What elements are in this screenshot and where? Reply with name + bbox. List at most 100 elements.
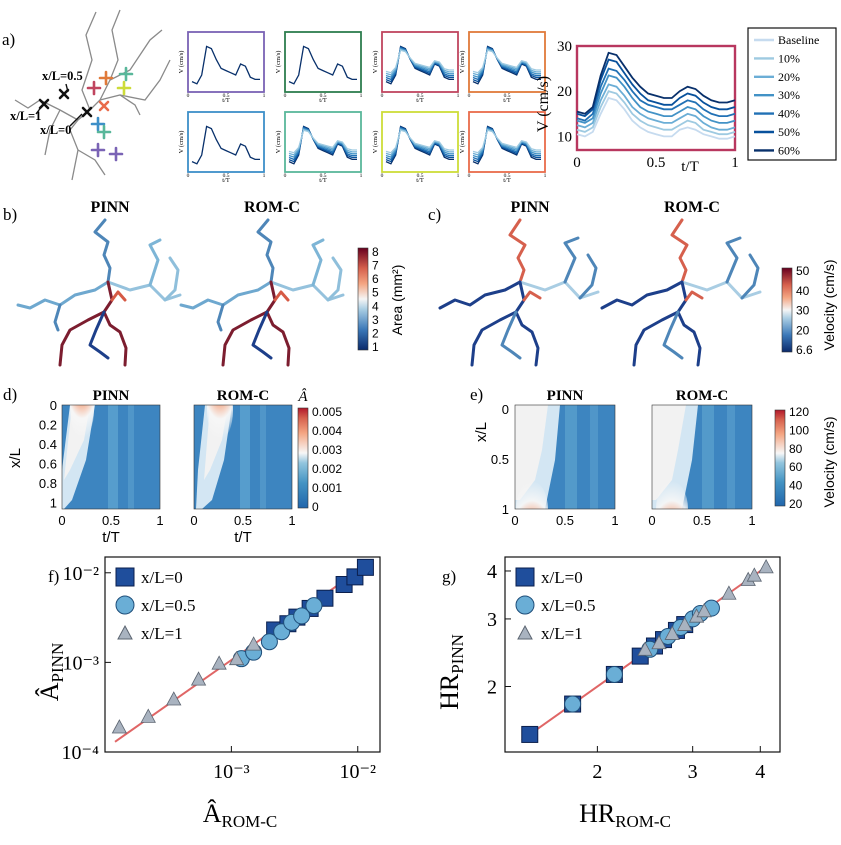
scatter-f-xtick-label: 10⁻² [339, 761, 376, 783]
colorbar-tick-label: 0.005 [312, 405, 342, 419]
scatter-point-triangle [228, 650, 245, 666]
scatter-f-ytick-label: 10⁻³ [62, 652, 99, 674]
heatmap-xtick-label: 0.5 [693, 513, 711, 528]
panel-c-title-pinn: PINN [510, 199, 550, 216]
legend-marker-triangle [117, 624, 133, 640]
scatter-g-ytick-label: 4 [487, 561, 497, 583]
colorbar-tick-label: 3 [372, 313, 379, 327]
panel-e-title-pinn: PINN [547, 388, 584, 404]
heatmap-xtick-label: 0.5 [556, 513, 574, 528]
zoom-series-line [576, 96, 736, 140]
legend-label: 20% [778, 70, 800, 84]
scatter-f: x/L=0 x/L=0.5 x/L=1 10⁻³ 10⁻² 10⁻² 10⁻³ 10⁻⁴ [61, 556, 381, 783]
zoom-series-line [576, 67, 736, 122]
heatmap-xlabel: t/T [102, 529, 120, 546]
colorbar-tick-label: 6 [372, 272, 379, 286]
scatter-point-circle [260, 633, 278, 651]
colorbar-velocity-heat-label: Velocity (cm/s) [821, 416, 837, 507]
legend-marker-triangle [517, 624, 533, 640]
heatmap-ytick-label: 1 [502, 502, 509, 517]
colorbar-tick-label: 40 [789, 479, 803, 493]
scatter-point-circle [293, 607, 311, 625]
mini-xlabel: t/T [319, 177, 327, 184]
scatter-g-xtick-label: 2 [592, 761, 602, 783]
vessel-tree-mini [14, 9, 171, 181]
colorbar-area-label: Area (mm²) [389, 265, 405, 336]
colorbar-tick-label: 5 [372, 286, 379, 300]
scatter-g-ylabel: HRPINN [435, 634, 467, 710]
mini-plot-frame [284, 111, 362, 173]
panel-label-g: g) [442, 567, 456, 586]
location-label-0: x/L=0 [40, 123, 71, 137]
panel-b-title-romc: ROM-C [244, 199, 300, 216]
colorbar-tick-label: 30 [796, 304, 810, 318]
mini-xtick-label: 0 [381, 173, 384, 179]
scatter-point-triangle [664, 625, 680, 640]
mini-series-line [288, 45, 357, 85]
legend-label: x/L=0 [141, 568, 183, 587]
location-label-0.5: x/L=0.5 [42, 69, 83, 83]
scatter-point-triangle [651, 634, 667, 650]
heatmap-xtick-label: 0.5 [102, 513, 120, 528]
legend-label: 30% [778, 88, 800, 102]
mini-xtick-label: 1 [360, 173, 363, 179]
panel-label-e: e) [470, 385, 483, 404]
colorbar-velocity-heat [774, 409, 786, 507]
panel-label-c: c) [428, 205, 441, 224]
scatter-point-triangle [140, 708, 156, 723]
mini-ylabel: V (cm/s) [275, 131, 282, 154]
mini-xtick-label: 1 [544, 173, 547, 179]
scatter-point-circle [564, 695, 582, 713]
scatter-point-triangle [721, 585, 737, 600]
heatmap-ylabel: x/L [473, 422, 490, 442]
heatmap-xtick-label: 1 [288, 513, 295, 528]
colorbar-tick-label: 0.003 [312, 443, 342, 457]
scatter-f-ytick-label: 10⁻² [62, 563, 99, 585]
colorbar-tick-label: 20 [789, 497, 803, 511]
panel-label-d: d) [3, 385, 17, 404]
legend-label: x/L=1 [141, 624, 183, 643]
panel-e-title-romc: ROM-C [676, 388, 729, 404]
colorbar-tick-label: 40 [796, 284, 810, 298]
mini-plot-frame [187, 111, 265, 173]
mini-ylabel: V (cm/s) [178, 131, 185, 154]
zoom-plot-frame [575, 44, 737, 152]
mini-series-line [191, 125, 260, 165]
legend-marker-circle [515, 595, 535, 615]
scatter-point-circle [605, 665, 623, 683]
zoom-ylabel: V (cm/s) [535, 76, 552, 132]
mini-plot-frame [381, 111, 459, 173]
legend-label: 50% [778, 125, 800, 139]
mini-xtick-label: 0 [468, 173, 471, 179]
velocity-map-romc [600, 218, 762, 367]
legend-label: 60% [778, 143, 800, 157]
colorbar-tick-label: 100 [789, 423, 809, 437]
panel-d-title-pinn: PINN [93, 388, 130, 404]
mini-xlabel: t/T [503, 177, 511, 184]
mini-ylabel: V (cm/s) [372, 51, 379, 74]
colorbar-velocity-map-label: Velocity (cm/s) [821, 259, 837, 350]
scatter-point-triangle [190, 671, 207, 686]
legend-label: Baseline [778, 33, 819, 47]
colorbar-tick-label: 120 [789, 405, 809, 419]
panel-c-title-romc: ROM-C [664, 199, 720, 216]
scatter-point-triangle [637, 641, 653, 656]
colorbar-tick-label: 20 [796, 323, 810, 337]
scatter-g-xtick-label: 4 [755, 761, 765, 783]
scatter-g-ytick-label: 2 [487, 676, 497, 698]
velocity-map-pinn [438, 218, 600, 367]
scatter-point-square [356, 558, 374, 576]
zoom-series-line [576, 58, 736, 118]
mini-xlabel: t/T [222, 177, 230, 184]
area-map-pinn [16, 218, 182, 367]
mini-xtick-label: 0.5 [223, 173, 230, 179]
panel-a: a) x/L=0.5 x/L=1 x/L=0 [2, 9, 837, 184]
panel-g: g) x/L=0 x/L=0.5 x/L=1 2 3 4 4 3 2 HRPINN HRROM-… [435, 556, 781, 831]
colorbar-tick-label: 0.002 [312, 462, 342, 476]
colorbar-tick-label: 80 [789, 442, 803, 456]
heatmap-ylabel: x/L [7, 448, 24, 468]
mini-xlabel: t/T [503, 97, 511, 104]
heatmap-xtick-label: 0 [648, 513, 655, 528]
